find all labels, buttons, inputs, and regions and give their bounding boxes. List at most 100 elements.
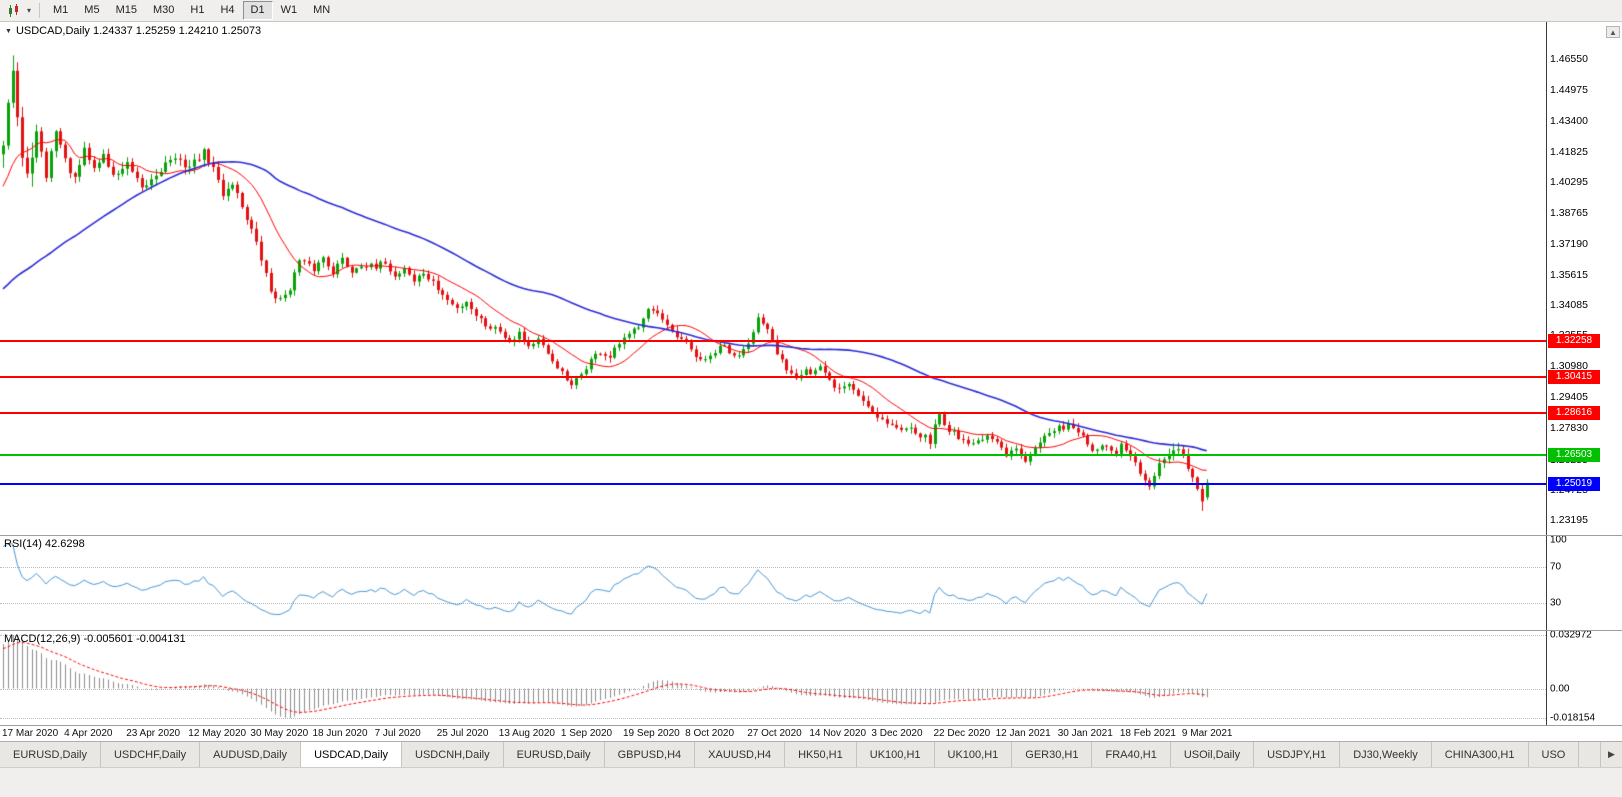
date-tick: 25 Jul 2020 (436, 728, 489, 739)
symbol-tab-fra40-h1[interactable]: FRA40,H1 (1092, 742, 1171, 767)
horizontal-level-line[interactable] (0, 411, 1546, 414)
timeframe-toolbar: ▾ M1 M5 M15 M30 H1 H4 D1 W1 MN (0, 0, 1622, 22)
price-chart-canvas[interactable] (0, 22, 1546, 535)
date-tick: 27 Oct 2020 (747, 728, 802, 739)
price-tick: 1.38765 (1550, 206, 1588, 219)
timeframe-button-w1[interactable]: W1 (280, 4, 298, 16)
date-tick: 3 Dec 2020 (871, 728, 923, 739)
symbol-tab-gbpusd-h4[interactable]: GBPUSD,H4 (604, 742, 696, 767)
timeframe-button-m1[interactable]: M1 (53, 4, 69, 16)
date-tick: 17 Mar 2020 (2, 728, 59, 739)
price-tick: 1.23195 (1550, 513, 1588, 526)
symbol-tab-usoil-daily[interactable]: USOil,Daily (1170, 742, 1255, 767)
symbol-tab-uk100-h1[interactable]: UK100,H1 (856, 742, 935, 767)
scroll-up-button[interactable]: ▲ (1606, 26, 1620, 38)
macd-canvas[interactable] (0, 631, 1546, 725)
symbol-tab-hk50-h1[interactable]: HK50,H1 (785, 742, 857, 767)
axis-separator (1546, 22, 1547, 726)
toolbar-separator (39, 3, 41, 18)
chart-tab-bar: EURUSD,Daily USDCHF,Daily AUDUSD,Daily USDC… (0, 741, 1622, 767)
date-tick: 7 Jul 2020 (374, 728, 421, 739)
chart-window: ▼ USDCAD,Daily 1.24337 1.25259 1.24210 1… (0, 22, 1622, 741)
price-level-badge: 1.28616 (1548, 405, 1600, 420)
horizontal-level-line[interactable] (0, 482, 1546, 485)
horizontal-level-line[interactable] (0, 453, 1546, 456)
price-tick: 1.46550 (1550, 52, 1588, 65)
date-tick: 18 Jun 2020 (312, 728, 368, 739)
time-axis[interactable]: 17 Mar 2020 4 Apr 2020 23 Apr 2020 12 May 2… (0, 726, 1546, 741)
indicator-tick: 0.032972 (1550, 629, 1592, 641)
date-tick: 9 Mar 2021 (1181, 728, 1233, 739)
price-pane: ▼ USDCAD,Daily 1.24337 1.25259 1.24210 1… (0, 22, 1546, 535)
price-tick: 1.43400 (1550, 115, 1588, 128)
timeframe-button-m30[interactable]: M30 (152, 4, 175, 16)
timeframe-button-mn[interactable]: MN (313, 4, 331, 16)
symbol-tab-usdcad-daily[interactable]: USDCAD,Daily (301, 742, 403, 767)
date-tick: 12 May 2020 (188, 728, 247, 739)
price-level-badge: 1.25019 (1548, 476, 1600, 491)
rsi-canvas[interactable] (0, 536, 1546, 630)
indicator-tick: 70 (1550, 561, 1562, 573)
symbol-tab-usdjpy-h1[interactable]: USDJPY,H1 (1254, 742, 1341, 767)
date-axis-divider (0, 725, 1622, 726)
symbol-tab-china300-h1[interactable]: CHINA300,H1 (1431, 742, 1529, 767)
candlestick-chart-icon (9, 3, 18, 17)
indicator-tick: 30 (1550, 597, 1562, 609)
timeframe-button-m15[interactable]: M15 (115, 4, 137, 16)
symbol-tab-dj30-weekly[interactable]: DJ30,Weekly (1340, 742, 1432, 767)
date-tick: 19 Sep 2020 (623, 728, 680, 739)
date-tick: 23 Apr 2020 (126, 728, 181, 739)
macd-label: MACD(12,26,9) -0.005601 -0.004131 (4, 633, 186, 645)
symbol-tab-audusd-daily[interactable]: AUDUSD,Daily (200, 742, 302, 767)
rsi-pane: RSI(14) 42.6298 (0, 536, 1546, 630)
rsi-label: RSI(14) 42.6298 (4, 538, 85, 550)
symbol-marker-icon: ▼ (5, 27, 12, 35)
date-tick: 1 Sep 2020 (560, 728, 613, 739)
symbol-tab-usdcnh-daily[interactable]: USDCNH,Daily (402, 742, 504, 767)
date-tick: 18 Feb 2021 (1119, 728, 1176, 739)
symbol-tab-uk100-h1[interactable]: UK100,H1 (934, 742, 1013, 767)
date-tick: 30 Jan 2021 (1057, 728, 1113, 739)
indicator-tick: -0.018154 (1550, 712, 1596, 724)
symbol-tab-uso[interactable]: USO (1528, 742, 1580, 767)
symbol-tab-eurusd-daily[interactable]: EURUSD,Daily (503, 742, 605, 767)
price-level-badge: 1.32258 (1548, 334, 1600, 348)
price-tick: 1.34085 (1550, 298, 1588, 311)
chart-type-button[interactable] (4, 1, 24, 21)
date-tick: 14 Nov 2020 (809, 728, 867, 739)
symbol-tab-usdchf-daily[interactable]: USDCHF,Daily (100, 742, 201, 767)
price-level-badge: 1.30415 (1548, 370, 1600, 385)
symbol-tab-eurusd-daily[interactable]: EURUSD,Daily (0, 742, 101, 767)
timeframe-button-h4[interactable]: H4 (220, 4, 235, 16)
price-tick: 1.30980 (1550, 360, 1588, 373)
macd-pane: MACD(12,26,9) -0.005601 -0.004131 (0, 631, 1546, 725)
timeframe-buttons: M1 M5 M15 M30 H1 H4 D1 W1 MN (45, 1, 338, 20)
symbol-tab-xauusd-h4[interactable]: XAUUSD,H4 (695, 742, 786, 767)
chart-title: ▼ USDCAD,Daily 1.24337 1.25259 1.24210 1… (5, 25, 261, 37)
symbol-tab-ger30-h1[interactable]: GER30,H1 (1012, 742, 1093, 767)
date-tick: 30 May 2020 (250, 728, 309, 739)
chart-type-dropdown-caret[interactable]: ▾ (27, 6, 32, 15)
price-tick: 1.44975 (1550, 83, 1588, 96)
indicator-tick: 0.00 (1550, 683, 1570, 695)
price-level-badge: 1.26503 (1548, 447, 1600, 462)
price-axis[interactable]: 1.46550 1.44975 1.43400 1.41825 1.40295 1.387… (1547, 22, 1622, 741)
horizontal-level-line[interactable] (0, 340, 1546, 342)
date-tick: 12 Jan 2021 (995, 728, 1051, 739)
status-bar (0, 767, 1622, 797)
timeframe-button-h1[interactable]: H1 (190, 4, 205, 16)
pane-divider[interactable] (0, 630, 1622, 631)
price-tick: 1.35615 (1550, 268, 1588, 281)
timeframe-button-m5[interactable]: M5 (84, 4, 100, 16)
chart-tabs: EURUSD,Daily USDCHF,Daily AUDUSD,Daily USDC… (0, 742, 1600, 767)
date-tick: 8 Oct 2020 (685, 728, 735, 739)
pane-divider[interactable] (0, 535, 1622, 536)
price-tick: 1.41825 (1550, 146, 1588, 159)
levels-layer (0, 22, 1546, 535)
tab-scroll-right-button[interactable]: ▶ (1600, 742, 1622, 767)
date-tick: 4 Apr 2020 (64, 728, 113, 739)
date-tick: 13 Aug 2020 (498, 728, 555, 739)
timeframe-button-d1[interactable]: D1 (242, 1, 273, 20)
horizontal-level-line[interactable] (0, 376, 1546, 379)
